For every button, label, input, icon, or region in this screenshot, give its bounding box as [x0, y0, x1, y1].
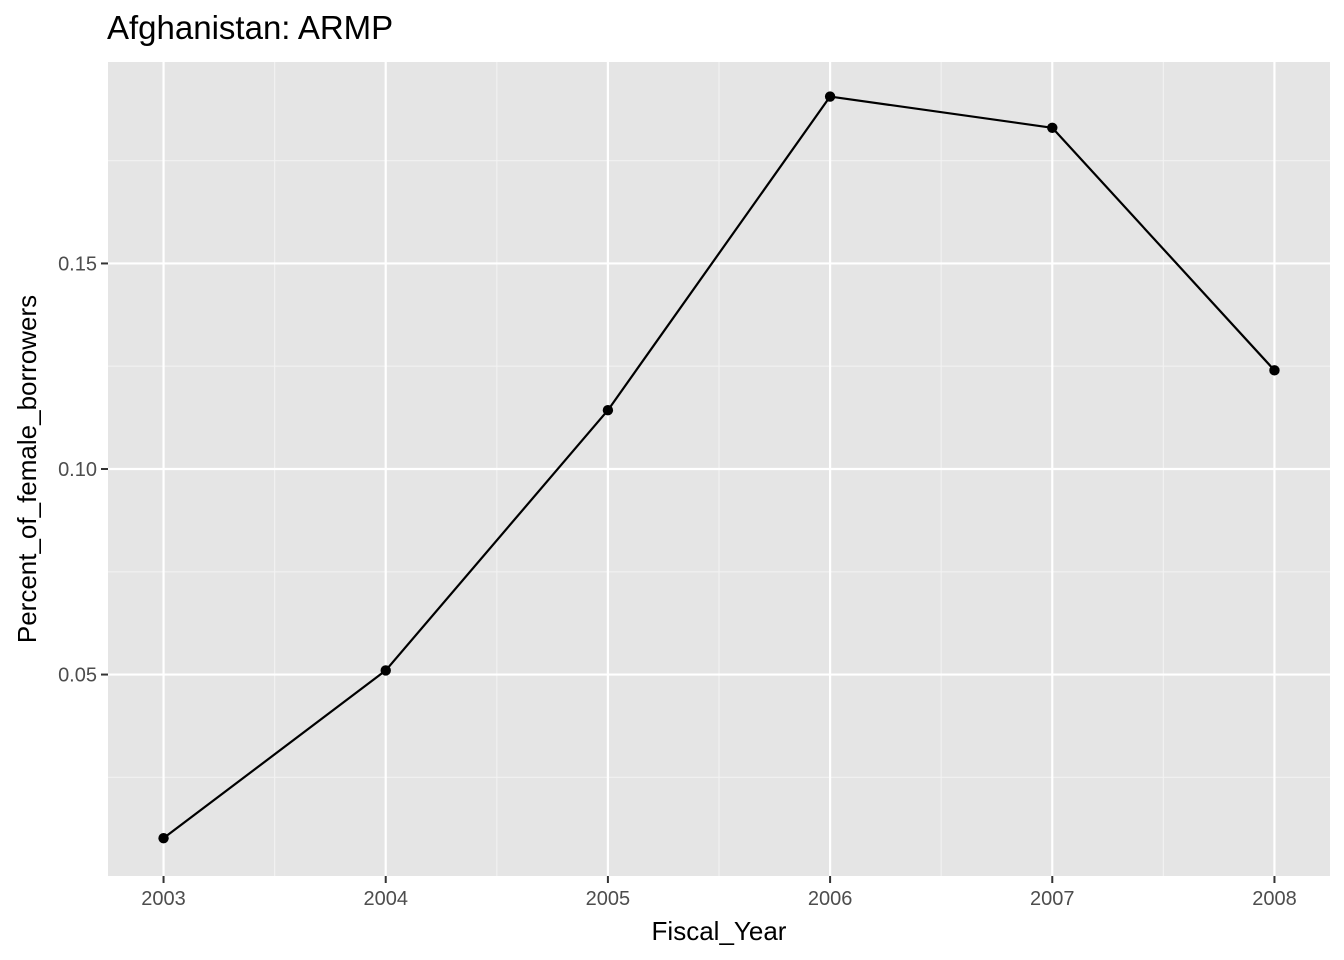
x-tick-label: 2006 — [808, 888, 853, 910]
major-gridlines-y — [108, 262, 1330, 676]
data-point-2006 — [824, 91, 836, 102]
y-tick-label: 0.05 — [58, 665, 97, 687]
data-point-2008 — [1269, 365, 1280, 376]
y-tick-label: 0.10 — [58, 459, 97, 481]
y-axis-ticks: 0.05 0.10 0.15 — [58, 253, 108, 687]
data-points — [158, 91, 1280, 844]
data-point-2004 — [380, 665, 391, 676]
series-line-group — [162, 95, 1276, 840]
x-axis-title: Fiscal_Year — [652, 916, 787, 946]
x-tick-label: 2004 — [363, 888, 408, 910]
x-tick-label: 2007 — [1030, 888, 1075, 910]
data-point-2003 — [158, 832, 169, 844]
x-tick-label: 2005 — [586, 888, 631, 910]
x-tick-label: 2003 — [141, 888, 186, 910]
major-gridlines-x — [162, 62, 1276, 876]
x-tick-label: 2008 — [1252, 888, 1297, 910]
chart-title: Afghanistan: ARMP — [107, 9, 393, 46]
y-tick-label: 0.15 — [58, 253, 97, 275]
y-axis-title: Percent_of_female_borrowers — [12, 295, 42, 643]
series-line — [162, 95, 1276, 840]
data-point-2005 — [602, 405, 614, 416]
x-axis-ticks: 2003 2004 2005 2006 2007 2008 — [141, 876, 1297, 910]
data-point-2007 — [1047, 122, 1058, 133]
